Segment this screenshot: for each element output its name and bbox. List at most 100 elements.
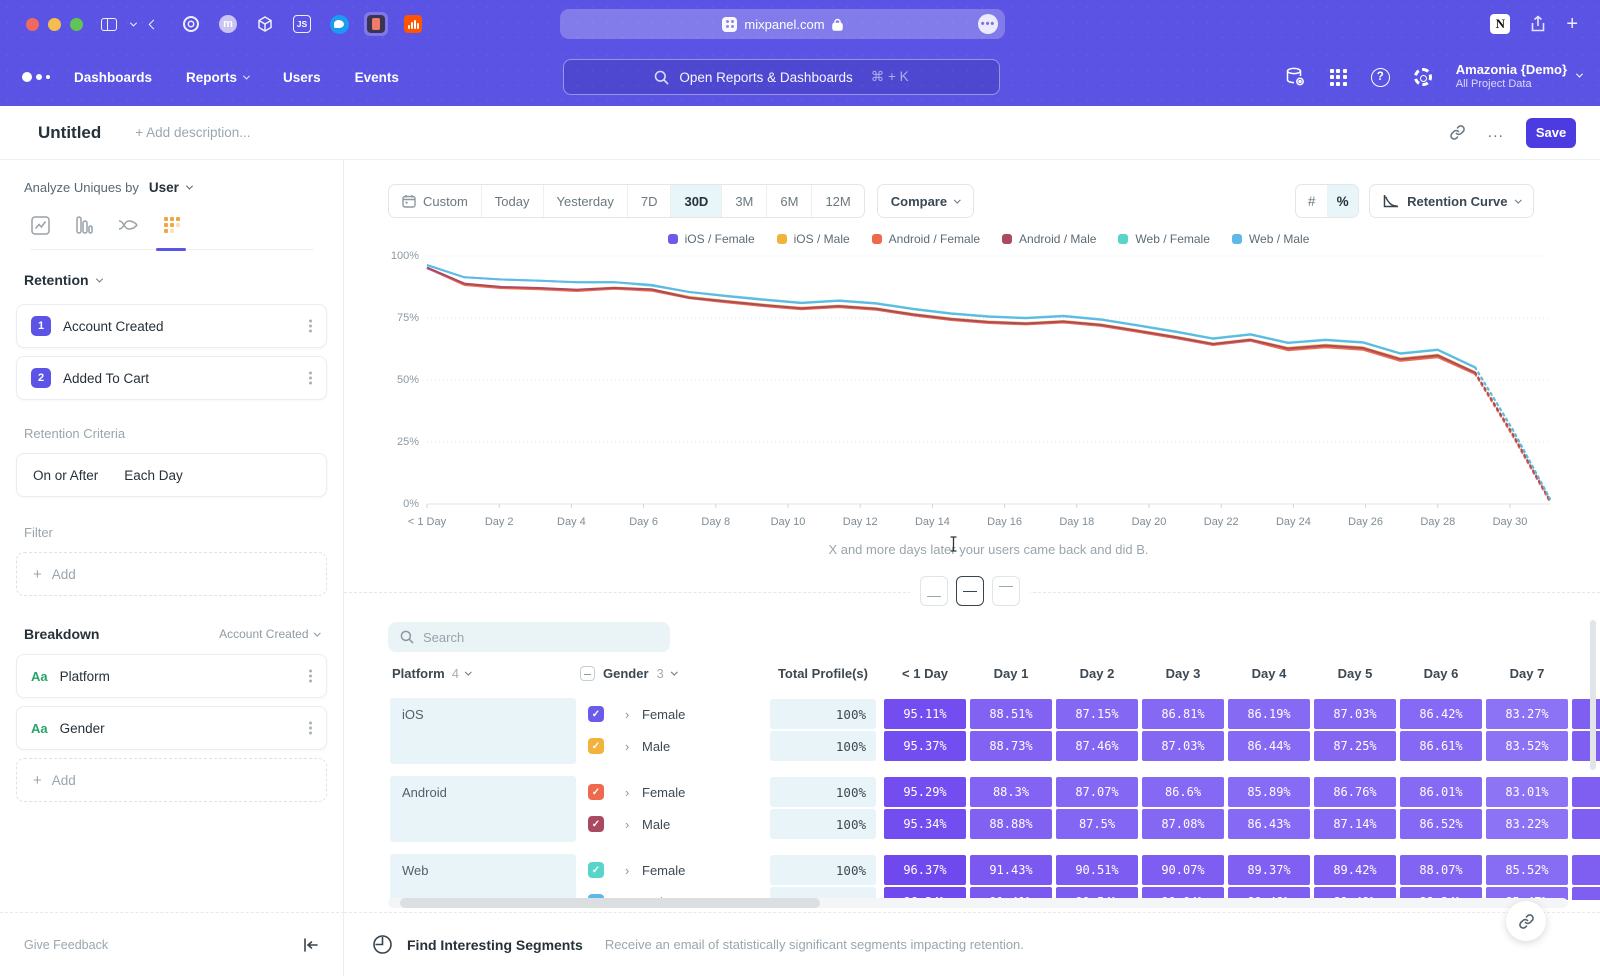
retention-cell[interactable]: 83.52% — [1486, 731, 1568, 761]
kebab-menu-icon[interactable] — [309, 726, 312, 730]
retention-cell[interactable]: 87.03% — [1314, 699, 1396, 729]
platform-cell[interactable]: Web — [390, 854, 576, 900]
retention-cell[interactable]: 95.37% — [884, 731, 966, 761]
compare-button[interactable]: Compare — [876, 184, 974, 218]
day-header[interactable]: Day 4 — [1251, 666, 1287, 681]
day-header[interactable]: Day 2 — [1079, 666, 1115, 681]
chevron-down-icon[interactable] — [129, 19, 138, 27]
js-extension-icon[interactable]: JS — [290, 12, 314, 36]
retention-cell[interactable]: 95.34% — [884, 809, 966, 839]
scrollbar-thumb[interactable] — [1590, 620, 1596, 770]
sidebar-toggle-icon[interactable] — [101, 17, 117, 31]
unit-number-button[interactable]: # — [1307, 193, 1316, 209]
retention-cell[interactable]: 88.88% — [970, 809, 1052, 839]
nav-item-reports[interactable]: Reports — [186, 70, 251, 85]
retention-cell[interactable]: 87.07% — [1056, 777, 1138, 807]
retention-cell[interactable]: 89.37% — [1228, 855, 1310, 885]
retention-cell[interactable]: 86.52% — [1400, 809, 1482, 839]
package-extension-icon[interactable] — [253, 12, 277, 36]
series-checkbox[interactable]: ✓ — [588, 738, 604, 754]
retention-cell[interactable]: 87.15% — [1056, 699, 1138, 729]
retention-cell[interactable]: 87.5% — [1056, 809, 1138, 839]
report-title[interactable]: Untitled — [38, 122, 102, 142]
retention-cell[interactable]: 85.47% — [1486, 887, 1568, 900]
minimize-window-button[interactable] — [48, 17, 61, 31]
address-bar[interactable]: mixpanel.com ••• — [560, 9, 1005, 39]
range-6m[interactable]: 6M — [767, 185, 813, 217]
legend-item[interactable]: Web / Male — [1231, 232, 1309, 246]
retention-cell[interactable]: 86.42% — [1400, 699, 1482, 729]
retention-cell[interactable]: 89.42% — [1314, 855, 1396, 885]
retention-cell[interactable]: 88.73% — [970, 731, 1052, 761]
copy-link-icon[interactable] — [1449, 124, 1466, 141]
retention-cell[interactable]: 86.6% — [1142, 777, 1224, 807]
retention-cell[interactable]: 89.49% — [1314, 887, 1396, 900]
tab-retention-icon[interactable] — [162, 215, 182, 235]
retention-cell[interactable]: 91.43% — [970, 855, 1052, 885]
series-checkbox[interactable]: ✓ — [588, 706, 604, 722]
retention-cell[interactable]: 95.11% — [884, 699, 966, 729]
legend-item[interactable]: Android / Male — [1002, 232, 1096, 246]
range-today[interactable]: Today — [482, 185, 544, 217]
give-feedback-link[interactable]: Give Feedback — [24, 937, 109, 952]
new-tab-icon[interactable]: + — [1566, 13, 1578, 35]
expand-row-icon[interactable]: › — [625, 738, 630, 754]
indeterminate-checkbox[interactable] — [580, 666, 595, 681]
unit-percent-button[interactable]: % — [1327, 185, 1359, 217]
save-button[interactable]: Save — [1526, 117, 1576, 148]
legend-item[interactable]: iOS / Female — [667, 232, 755, 246]
legend-item[interactable]: Android / Female — [871, 232, 980, 246]
apps-grid-icon[interactable] — [1329, 68, 1347, 86]
legend-item[interactable]: Web / Female — [1118, 232, 1210, 246]
retention-line-chart[interactable] — [426, 255, 1551, 510]
range-custom[interactable]: Custom — [389, 185, 482, 217]
soundcloud-extension-icon[interactable] — [401, 12, 425, 36]
avatar-extension-icon[interactable]: m — [216, 12, 240, 36]
share-link-fab[interactable] — [1506, 901, 1546, 941]
kebab-menu-icon[interactable] — [309, 376, 312, 380]
table-only-view-button[interactable] — [992, 576, 1020, 606]
tab-insights-icon[interactable] — [30, 215, 50, 235]
site-permissions-icon[interactable] — [722, 16, 738, 32]
criteria-on-or-after[interactable]: On or After — [33, 467, 99, 483]
day-header[interactable]: Day 7 — [1509, 666, 1545, 681]
retention-cell[interactable]: 87.46% — [1056, 731, 1138, 761]
add-breakdown-button[interactable]: + Add — [16, 758, 327, 802]
legend-item[interactable]: iOS / Male — [776, 232, 850, 246]
retention-cell[interactable]: 87.25% — [1314, 731, 1396, 761]
retention-cell[interactable]: 86.43% — [1228, 809, 1310, 839]
day-header[interactable]: Day 1 — [993, 666, 1029, 681]
retention-cell[interactable]: 86.76% — [1314, 777, 1396, 807]
kebab-menu-icon[interactable] — [309, 324, 312, 328]
total-profiles-header[interactable]: Total Profile(s) — [777, 666, 868, 681]
range-3m[interactable]: 3M — [722, 185, 768, 217]
retention-cell[interactable]: 86.01% — [1400, 777, 1482, 807]
step-card-added-to-cart[interactable]: 2 Added To Cart — [16, 356, 327, 400]
chart-type-dropdown[interactable]: Retention Curve — [1369, 184, 1534, 218]
expand-row-icon[interactable]: › — [625, 706, 630, 722]
breakdown-card-gender[interactable]: Aa Gender — [16, 706, 327, 750]
retention-cell[interactable]: 90.04% — [1142, 887, 1224, 900]
expand-row-icon[interactable]: › — [625, 784, 630, 800]
table-search-input[interactable]: Search — [388, 622, 670, 652]
target-extension-icon[interactable] — [179, 12, 203, 36]
tab-funnels-icon[interactable] — [74, 215, 94, 235]
retention-cell[interactable]: 88.51% — [970, 699, 1052, 729]
project-switcher[interactable]: Amazonia {Demo} All Project Data — [1456, 62, 1584, 92]
range-30d[interactable]: 30D — [671, 185, 723, 217]
retention-cell[interactable]: 88.3% — [970, 777, 1052, 807]
segments-title[interactable]: Find Interesting Segments — [407, 936, 583, 953]
retention-cell[interactable]: 86.44% — [1228, 731, 1310, 761]
day-header[interactable]: < 1 Day — [902, 666, 948, 681]
retention-cell[interactable]: 91.41% — [970, 887, 1052, 900]
retention-cell[interactable]: 96.34% — [884, 887, 966, 900]
platform-column-header[interactable]: Platform 4 — [392, 666, 472, 681]
retention-cell[interactable]: 83.27% — [1486, 699, 1568, 729]
global-search[interactable]: Open Reports & Dashboards ⌘ + K — [563, 59, 1000, 95]
retention-cell[interactable]: 88.34% — [1400, 887, 1482, 900]
retention-cell[interactable]: 87.14% — [1314, 809, 1396, 839]
platform-cell[interactable]: Android — [390, 776, 576, 842]
nav-item-events[interactable]: Events — [354, 69, 399, 85]
retention-cell[interactable]: 87.03% — [1142, 731, 1224, 761]
retention-cell[interactable]: 87.08% — [1142, 809, 1224, 839]
